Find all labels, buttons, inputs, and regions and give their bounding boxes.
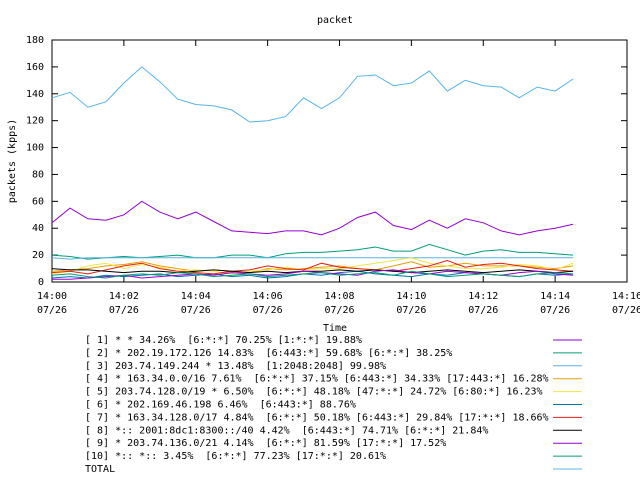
- y-tick-label: 180: [26, 35, 44, 46]
- series-line: [51, 257, 574, 260]
- chart-title: packet: [317, 15, 353, 26]
- legend-label: [ 5] 203.74.128.0/19 * 6.50% [6:*:*] 48.…: [85, 387, 543, 398]
- x-tick-label: 07/26: [396, 305, 426, 316]
- legend-label: [ 1] * * 34.26% [6:*:*] 70.25% [1:*:*] 1…: [85, 335, 362, 346]
- x-tick-label: 14:06: [253, 291, 283, 302]
- x-tick-label: 14:02: [109, 291, 139, 302]
- x-tick-label: 14:10: [396, 291, 426, 302]
- series-line: [51, 259, 574, 275]
- x-tick-label: 14:08: [324, 291, 354, 302]
- series-line: [51, 200, 574, 236]
- series-line: [51, 66, 574, 123]
- x-tick-label: 07/26: [253, 305, 283, 316]
- y-tick-label: 160: [26, 62, 44, 73]
- y-tick-label: 20: [32, 250, 44, 261]
- y-tick-label: 120: [26, 116, 44, 127]
- x-tick-label: 07/26: [324, 305, 354, 316]
- series-line: [51, 270, 574, 279]
- x-tick-label: 14:12: [468, 291, 498, 302]
- y-tick-label: 140: [26, 89, 44, 100]
- x-tick-label: 07/26: [181, 305, 211, 316]
- legend-label: [ 2] * 202.19.172.126 14.83% [6:443:*] 5…: [85, 348, 452, 359]
- x-tick-label: 14:00: [37, 291, 67, 302]
- x-tick-label: 07/26: [612, 305, 640, 316]
- legend-label: [ 9] * 203.74.136.0/21 4.14% [6:*:*] 81.…: [85, 438, 446, 449]
- legend-label: [ 6] * 202.169.46.198 6.46% [6:443:*] 88…: [85, 400, 356, 411]
- y-tick-label: 100: [26, 143, 44, 154]
- legend-label: [ 4] * 163.34.0.0/16 7.61% [6:*:*] 37.15…: [85, 374, 549, 385]
- series-line: [51, 257, 574, 275]
- x-tick-label: 07/26: [109, 305, 139, 316]
- x-tick-label: 14:04: [181, 291, 211, 302]
- x-tick-label: 07/26: [468, 305, 498, 316]
- legend-label: [10] *:: *:: 3.45% [6:*:*] 77.23% [17:*:…: [85, 451, 386, 462]
- legend-label: [ 3] 203.74.149.244 * 13.48% [1:2048:204…: [85, 361, 386, 372]
- x-tick-label: 14:16: [612, 291, 640, 302]
- y-tick-label: 40: [32, 223, 44, 234]
- series-line: [51, 268, 574, 274]
- x-tick-label: 07/26: [37, 305, 67, 316]
- y-axis-label: packets (kpps): [7, 119, 18, 203]
- x-tick-label: 07/26: [540, 305, 570, 316]
- x-tick-label: 14:14: [540, 291, 570, 302]
- y-tick-label: 0: [38, 277, 44, 288]
- y-tick-label: 60: [32, 196, 44, 207]
- legend-label: TOTAL: [85, 464, 115, 475]
- legend-label: [ 7] * 163.34.128.0/17 4.84% [6:*:*] 50.…: [85, 412, 549, 423]
- y-tick-label: 80: [32, 169, 44, 180]
- series-line: [51, 261, 574, 274]
- legend-label: [ 8] *:: 2001:8dc1:8300::/40 4.42% [6:44…: [85, 425, 488, 436]
- x-axis-label: Time: [323, 323, 347, 334]
